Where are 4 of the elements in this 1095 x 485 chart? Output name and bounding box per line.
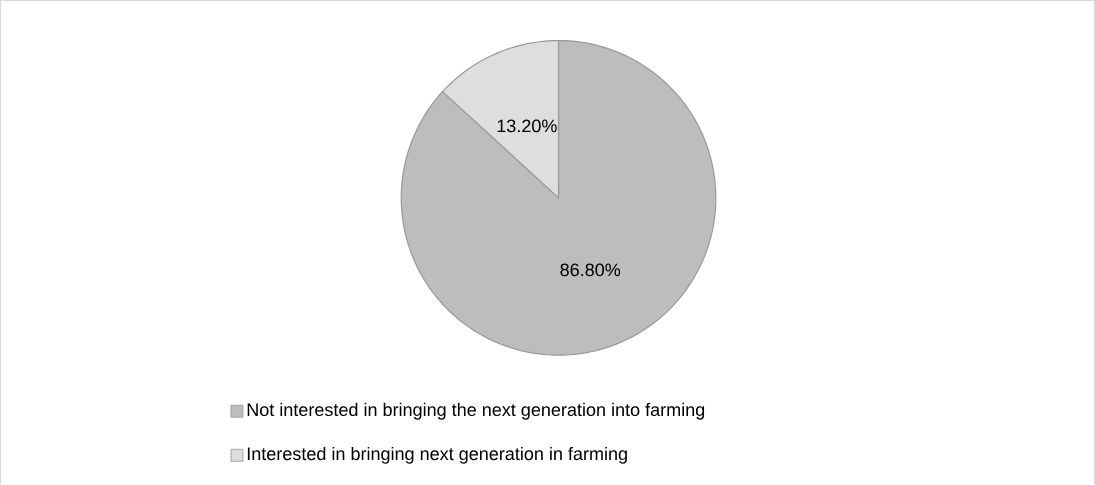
data-label: 13.20%: [497, 119, 557, 133]
data-label: 86.80%: [560, 263, 621, 277]
legend-label: Not interested in bringing the next generation into farming: [247, 402, 705, 420]
legend-label: Interested in bringing next generation in farming: [247, 446, 627, 464]
